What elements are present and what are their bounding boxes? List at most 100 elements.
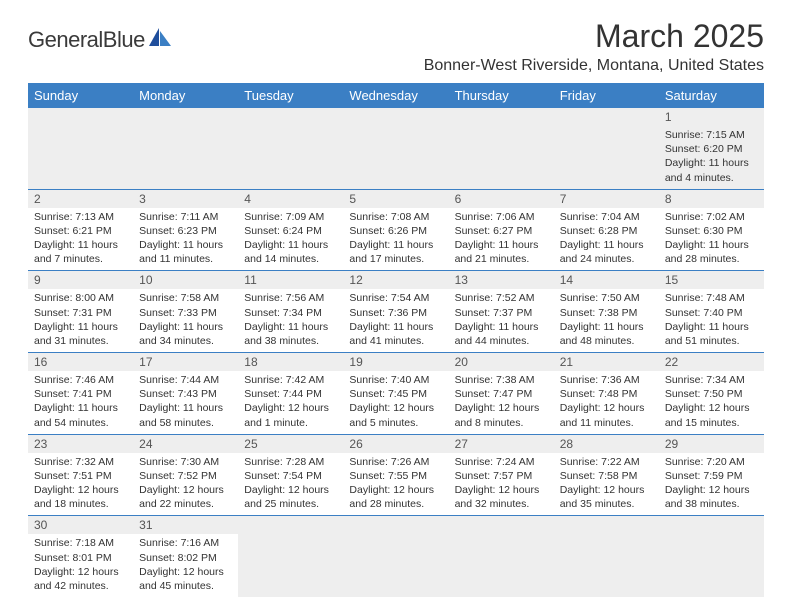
day-content: Sunrise: 7:30 AMSunset: 7:52 PMDaylight:… (133, 453, 238, 516)
calendar-cell: 23Sunrise: 7:32 AMSunset: 7:51 PMDayligh… (28, 434, 133, 516)
sunset-text: Sunset: 7:44 PM (244, 387, 337, 401)
day-content: Sunrise: 7:52 AMSunset: 7:37 PMDaylight:… (449, 289, 554, 352)
day-number: 3 (133, 190, 238, 208)
brand-logo: GeneralBlue (28, 26, 173, 53)
sunset-text: Sunset: 6:20 PM (665, 142, 758, 156)
calendar-body: 1Sunrise: 7:15 AMSunset: 6:20 PMDaylight… (28, 108, 764, 597)
calendar-cell: 28Sunrise: 7:22 AMSunset: 7:58 PMDayligh… (554, 434, 659, 516)
calendar-page: GeneralBlue March 2025 Bonner-West River… (0, 0, 792, 615)
calendar-cell: 19Sunrise: 7:40 AMSunset: 7:45 PMDayligh… (343, 353, 448, 435)
daylight-text: Daylight: 12 hours and 22 minutes. (139, 483, 232, 511)
sunset-text: Sunset: 7:54 PM (244, 469, 337, 483)
sunrise-text: Sunrise: 7:16 AM (139, 536, 232, 550)
sunrise-text: Sunrise: 7:24 AM (455, 455, 548, 469)
day-number: 26 (343, 435, 448, 453)
daylight-text: Daylight: 12 hours and 8 minutes. (455, 401, 548, 429)
sunrise-text: Sunrise: 7:50 AM (560, 291, 653, 305)
calendar-week: 1Sunrise: 7:15 AMSunset: 6:20 PMDaylight… (28, 108, 764, 189)
day-number: 8 (659, 190, 764, 208)
daylight-text: Daylight: 12 hours and 11 minutes. (560, 401, 653, 429)
sunset-text: Sunset: 7:58 PM (560, 469, 653, 483)
daylight-text: Daylight: 12 hours and 1 minute. (244, 401, 337, 429)
day-number: 16 (28, 353, 133, 371)
calendar-cell: 6Sunrise: 7:06 AMSunset: 6:27 PMDaylight… (449, 189, 554, 271)
header: GeneralBlue March 2025 Bonner-West River… (28, 18, 764, 75)
sunset-text: Sunset: 8:02 PM (139, 551, 232, 565)
calendar-cell: 1Sunrise: 7:15 AMSunset: 6:20 PMDaylight… (659, 108, 764, 189)
daylight-text: Daylight: 12 hours and 25 minutes. (244, 483, 337, 511)
day-content: Sunrise: 7:20 AMSunset: 7:59 PMDaylight:… (659, 453, 764, 516)
sunset-text: Sunset: 7:45 PM (349, 387, 442, 401)
calendar-cell: 12Sunrise: 7:54 AMSunset: 7:36 PMDayligh… (343, 271, 448, 353)
sail-icon (147, 26, 173, 53)
calendar-cell: 14Sunrise: 7:50 AMSunset: 7:38 PMDayligh… (554, 271, 659, 353)
day-content: Sunrise: 7:22 AMSunset: 7:58 PMDaylight:… (554, 453, 659, 516)
day-number: 18 (238, 353, 343, 371)
calendar-cell: 20Sunrise: 7:38 AMSunset: 7:47 PMDayligh… (449, 353, 554, 435)
daylight-text: Daylight: 11 hours and 48 minutes. (560, 320, 653, 348)
day-content: Sunrise: 7:09 AMSunset: 6:24 PMDaylight:… (238, 208, 343, 271)
day-number: 25 (238, 435, 343, 453)
day-content: Sunrise: 7:38 AMSunset: 7:47 PMDaylight:… (449, 371, 554, 434)
daylight-text: Daylight: 12 hours and 35 minutes. (560, 483, 653, 511)
sunrise-text: Sunrise: 7:22 AM (560, 455, 653, 469)
sunrise-text: Sunrise: 7:52 AM (455, 291, 548, 305)
calendar-cell: 7Sunrise: 7:04 AMSunset: 6:28 PMDaylight… (554, 189, 659, 271)
brand-name: GeneralBlue (28, 27, 145, 53)
day-content: Sunrise: 7:48 AMSunset: 7:40 PMDaylight:… (659, 289, 764, 352)
weekday-header: Sunday (28, 83, 133, 108)
calendar-cell (554, 516, 659, 597)
sunrise-text: Sunrise: 7:48 AM (665, 291, 758, 305)
calendar-cell (343, 108, 448, 189)
day-number: 12 (343, 271, 448, 289)
sunset-text: Sunset: 6:26 PM (349, 224, 442, 238)
calendar-cell: 27Sunrise: 7:24 AMSunset: 7:57 PMDayligh… (449, 434, 554, 516)
daylight-text: Daylight: 11 hours and 28 minutes. (665, 238, 758, 266)
calendar-cell (238, 516, 343, 597)
day-number: 30 (28, 516, 133, 534)
daylight-text: Daylight: 11 hours and 54 minutes. (34, 401, 127, 429)
day-content: Sunrise: 7:36 AMSunset: 7:48 PMDaylight:… (554, 371, 659, 434)
sunset-text: Sunset: 7:38 PM (560, 306, 653, 320)
calendar-week: 23Sunrise: 7:32 AMSunset: 7:51 PMDayligh… (28, 434, 764, 516)
sunrise-text: Sunrise: 7:28 AM (244, 455, 337, 469)
day-number: 10 (133, 271, 238, 289)
daylight-text: Daylight: 11 hours and 17 minutes. (349, 238, 442, 266)
sunrise-text: Sunrise: 7:06 AM (455, 210, 548, 224)
daylight-text: Daylight: 11 hours and 58 minutes. (139, 401, 232, 429)
day-number: 1 (659, 108, 764, 126)
daylight-text: Daylight: 11 hours and 51 minutes. (665, 320, 758, 348)
calendar-cell: 17Sunrise: 7:44 AMSunset: 7:43 PMDayligh… (133, 353, 238, 435)
sunrise-text: Sunrise: 7:34 AM (665, 373, 758, 387)
daylight-text: Daylight: 11 hours and 24 minutes. (560, 238, 653, 266)
daylight-text: Daylight: 12 hours and 45 minutes. (139, 565, 232, 593)
day-content: Sunrise: 7:24 AMSunset: 7:57 PMDaylight:… (449, 453, 554, 516)
day-number: 19 (343, 353, 448, 371)
sunset-text: Sunset: 7:43 PM (139, 387, 232, 401)
weekday-header: Monday (133, 83, 238, 108)
sunset-text: Sunset: 7:52 PM (139, 469, 232, 483)
sunrise-text: Sunrise: 7:18 AM (34, 536, 127, 550)
sunrise-text: Sunrise: 7:02 AM (665, 210, 758, 224)
sunrise-text: Sunrise: 7:42 AM (244, 373, 337, 387)
daylight-text: Daylight: 11 hours and 34 minutes. (139, 320, 232, 348)
calendar-cell: 3Sunrise: 7:11 AMSunset: 6:23 PMDaylight… (133, 189, 238, 271)
calendar-cell (133, 108, 238, 189)
day-number: 15 (659, 271, 764, 289)
sunset-text: Sunset: 7:41 PM (34, 387, 127, 401)
day-number: 17 (133, 353, 238, 371)
day-number: 27 (449, 435, 554, 453)
sunset-text: Sunset: 6:23 PM (139, 224, 232, 238)
sunset-text: Sunset: 6:27 PM (455, 224, 548, 238)
day-number: 24 (133, 435, 238, 453)
day-number: 22 (659, 353, 764, 371)
sunrise-text: Sunrise: 7:54 AM (349, 291, 442, 305)
sunset-text: Sunset: 7:34 PM (244, 306, 337, 320)
day-content: Sunrise: 7:26 AMSunset: 7:55 PMDaylight:… (343, 453, 448, 516)
day-content: Sunrise: 7:16 AMSunset: 8:02 PMDaylight:… (133, 534, 238, 597)
title-block: March 2025 Bonner-West Riverside, Montan… (424, 18, 764, 75)
day-content: Sunrise: 7:04 AMSunset: 6:28 PMDaylight:… (554, 208, 659, 271)
day-number: 9 (28, 271, 133, 289)
daylight-text: Daylight: 12 hours and 5 minutes. (349, 401, 442, 429)
sunset-text: Sunset: 7:33 PM (139, 306, 232, 320)
